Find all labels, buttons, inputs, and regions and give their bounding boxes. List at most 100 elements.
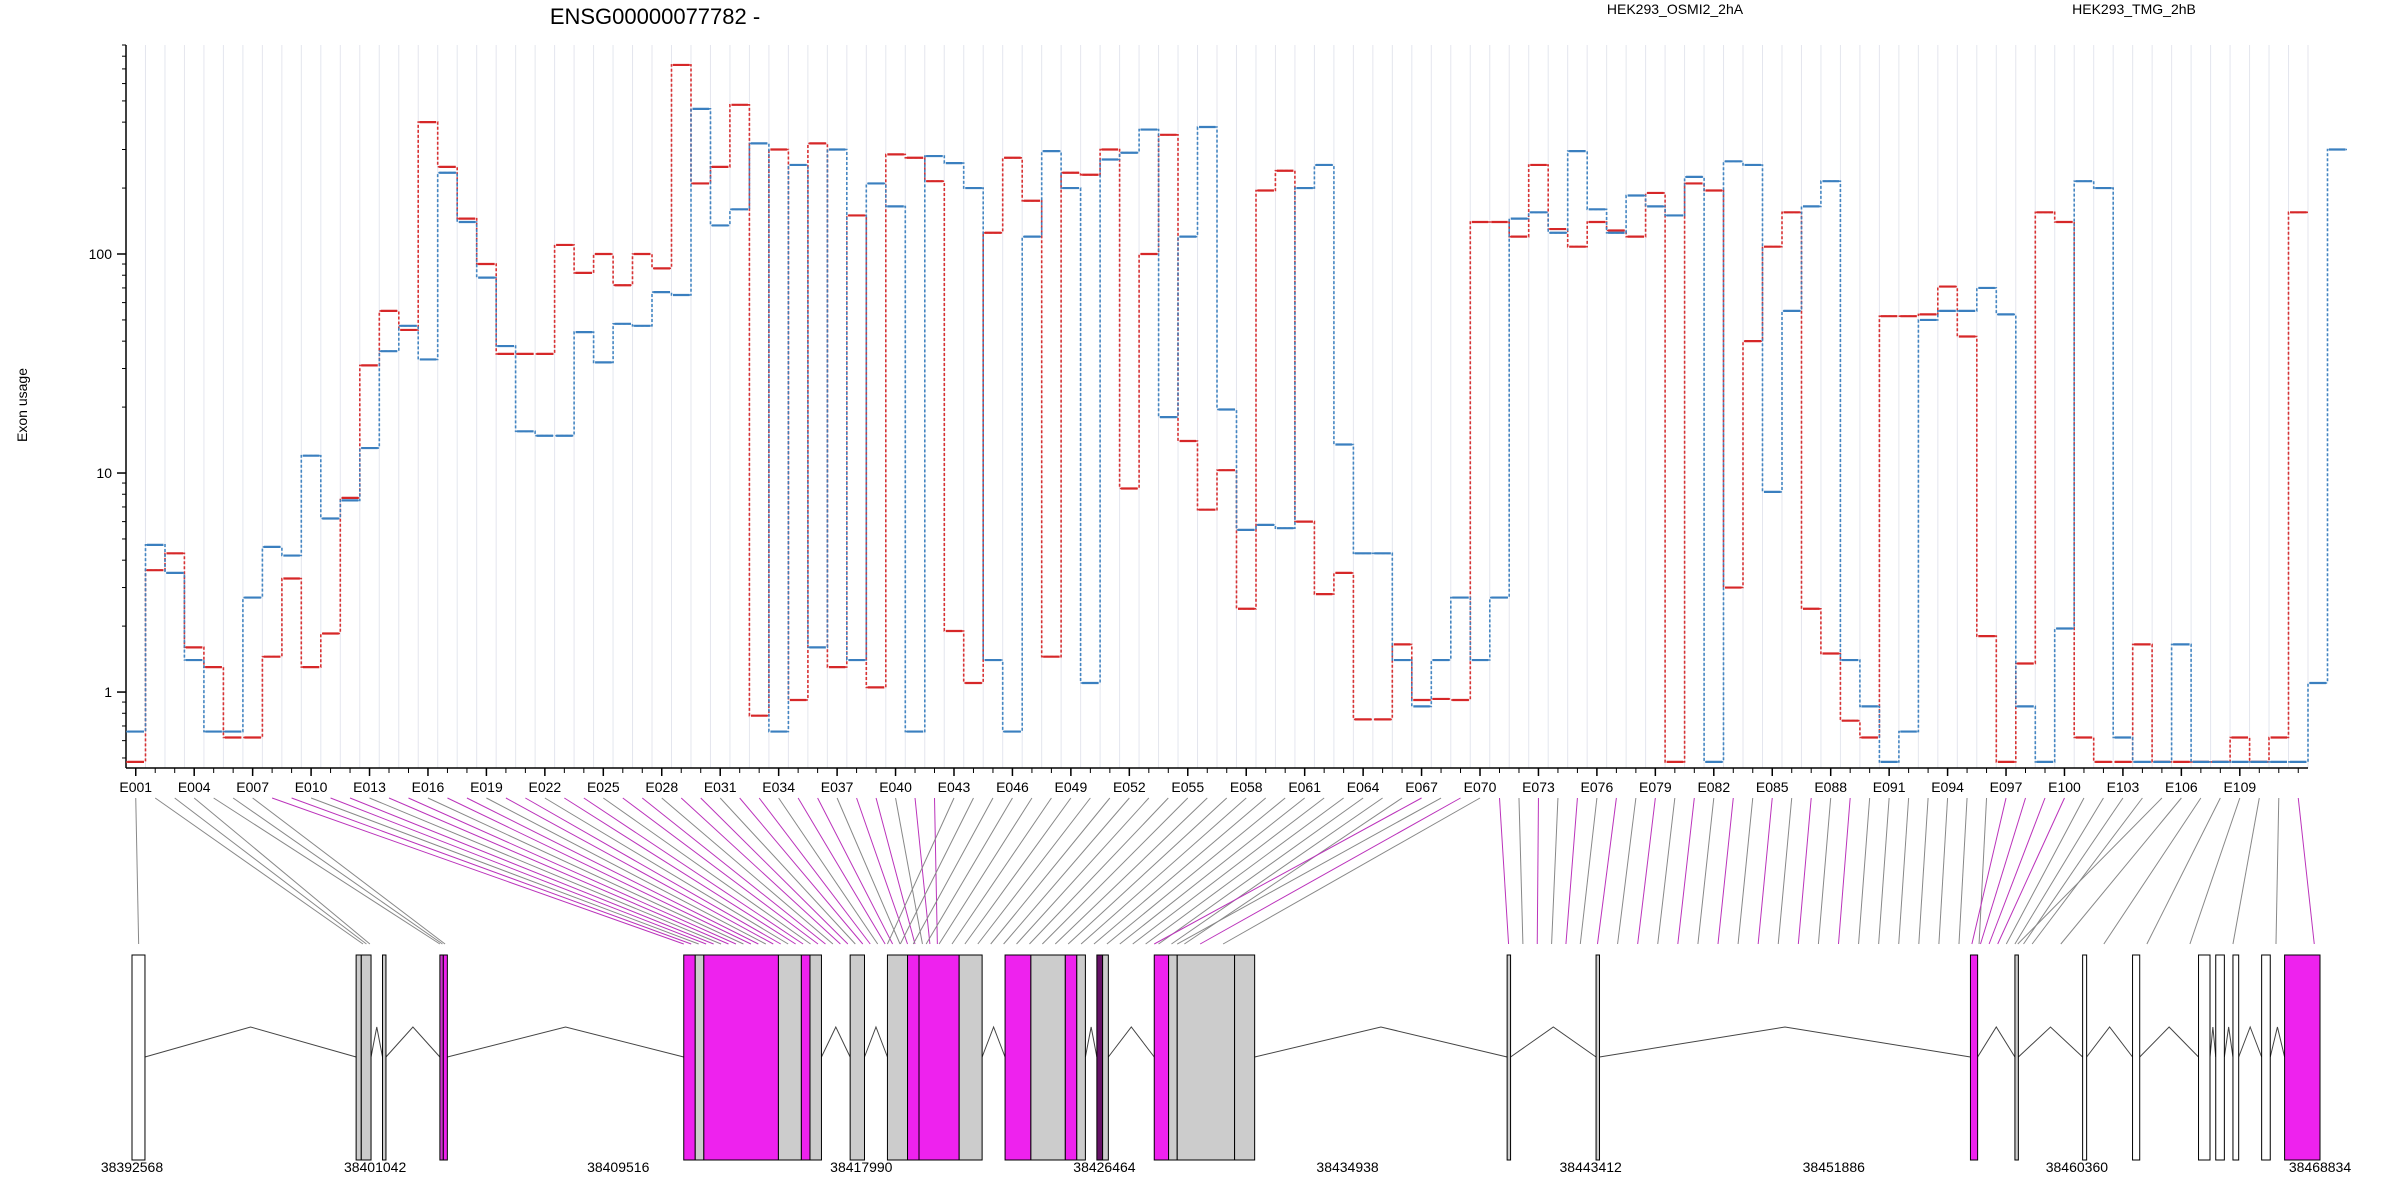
exon-connector <box>1042 797 1189 945</box>
exon-connector <box>1222 797 1481 945</box>
series-lines <box>126 63 2347 763</box>
exon-connector <box>525 797 781 945</box>
exon-connector <box>1176 797 1442 945</box>
x-tick-label: E073 <box>1522 779 1555 795</box>
intron-line <box>370 1026 384 1058</box>
exon-block <box>1064 954 1078 1161</box>
exon-connector <box>1988 797 2046 945</box>
x-tick-label: E064 <box>1347 779 1380 795</box>
x-tick-label: E019 <box>470 779 503 795</box>
exon-connector <box>925 797 1013 945</box>
exon-connector <box>1016 797 1150 945</box>
exon-connector <box>2023 797 2124 945</box>
exon-block <box>907 954 920 1161</box>
x-tick-label: E031 <box>704 779 737 795</box>
x-tick-label: E025 <box>587 779 620 795</box>
exon-connector <box>2297 797 2315 945</box>
exon-connector <box>680 797 841 945</box>
exon-connector <box>1898 797 1910 945</box>
exon-connector <box>964 797 1072 945</box>
y-axis-label: Exon usage <box>14 368 30 442</box>
exon-block <box>958 954 983 1161</box>
x-axis: E001 E004 E007 E010 E013 E016 E019 E022 E025 E028… <box>119 767 2308 795</box>
exon-connector <box>193 797 371 945</box>
exon-block <box>1096 954 1104 1161</box>
x-tick-label: E097 <box>1990 779 2023 795</box>
exon-connector <box>886 797 955 945</box>
exon-connector <box>2060 797 2182 945</box>
x-tick-label: E076 <box>1581 779 1614 795</box>
x-tick-label: E106 <box>2165 779 2198 795</box>
exon-connector <box>739 797 864 945</box>
x-tick-label: E010 <box>295 779 328 795</box>
legend-series-osmi2: HEK293_OSMI2_2hA <box>1607 1 1744 17</box>
intron-line <box>2269 1026 2286 1058</box>
intron-line <box>1107 1026 1155 1058</box>
exon-connector <box>1536 797 1539 945</box>
exon-connector <box>330 797 707 945</box>
x-tick-label: E058 <box>1230 779 1263 795</box>
x-tick-label: E004 <box>178 779 211 795</box>
exon-connector <box>1717 797 1734 945</box>
genomic-position-label: 38409516 <box>587 1159 650 1175</box>
x-tick-label: E001 <box>119 779 152 795</box>
exon-block <box>1076 954 1086 1161</box>
intron-line <box>447 1026 684 1058</box>
exon-block <box>1595 954 1601 1161</box>
exon-connector <box>1498 797 1510 945</box>
exon-connector <box>1817 797 1832 945</box>
exon-block <box>2232 954 2240 1161</box>
genomic-position-label: 38392568 <box>101 1159 164 1175</box>
exon-block <box>1176 954 1236 1161</box>
exon-block <box>1153 954 1170 1161</box>
y-axis: 1 10 100 <box>89 44 127 768</box>
exon-connector <box>2146 797 2221 945</box>
x-tick-label: E061 <box>1288 779 1321 795</box>
exon-connector <box>895 797 923 945</box>
exon-block <box>849 954 865 1161</box>
exon-connector <box>349 797 714 945</box>
x-tick-label: E052 <box>1113 779 1146 795</box>
exon-connector <box>1054 797 1208 945</box>
exon-connector <box>622 797 819 945</box>
exon-connector <box>291 797 692 945</box>
x-tick-label: E070 <box>1464 779 1497 795</box>
exon-block <box>1234 954 1256 1161</box>
intron-line <box>144 1026 357 1058</box>
intron-line <box>1254 1026 1508 1058</box>
exon-connector <box>2017 797 2163 945</box>
exon-connector <box>758 797 871 945</box>
exon-connector <box>951 797 1052 945</box>
exon-connector <box>1697 797 1715 945</box>
exon-connector <box>700 797 849 945</box>
intron-line <box>2086 1026 2133 1058</box>
x-tick-label: E049 <box>1055 779 1088 795</box>
genomic-position-label: 38426464 <box>1073 1159 1136 1175</box>
exon-connector <box>1980 797 2026 945</box>
exon-block <box>918 954 960 1161</box>
exon-connector <box>1617 797 1637 945</box>
exon-connector <box>719 797 856 945</box>
x-tick-label: E079 <box>1639 779 1672 795</box>
x-tick-label: E094 <box>1931 779 1964 795</box>
exon-block <box>2198 954 2211 1161</box>
exon-block <box>2082 954 2088 1161</box>
exon-block <box>131 954 146 1161</box>
x-tick-label: E091 <box>1873 779 1906 795</box>
x-tick-label: E082 <box>1697 779 1730 795</box>
x-tick-label: E028 <box>645 779 678 795</box>
exon-connector <box>875 797 916 945</box>
exon-connector <box>1657 797 1676 945</box>
intron-line <box>385 1026 441 1058</box>
exon-connector <box>447 797 752 945</box>
exon-connector <box>1158 797 1364 945</box>
intron-line <box>1977 1026 2016 1058</box>
exon-connector <box>1958 797 1968 945</box>
exon-connector <box>1199 797 1461 945</box>
exon-connector <box>1551 797 1559 945</box>
genomic-position-label: 38443412 <box>1560 1159 1623 1175</box>
exon-connector <box>1080 797 1247 945</box>
genomic-position-label: 38451886 <box>1803 1159 1866 1175</box>
x-tick-label: E067 <box>1405 779 1438 795</box>
